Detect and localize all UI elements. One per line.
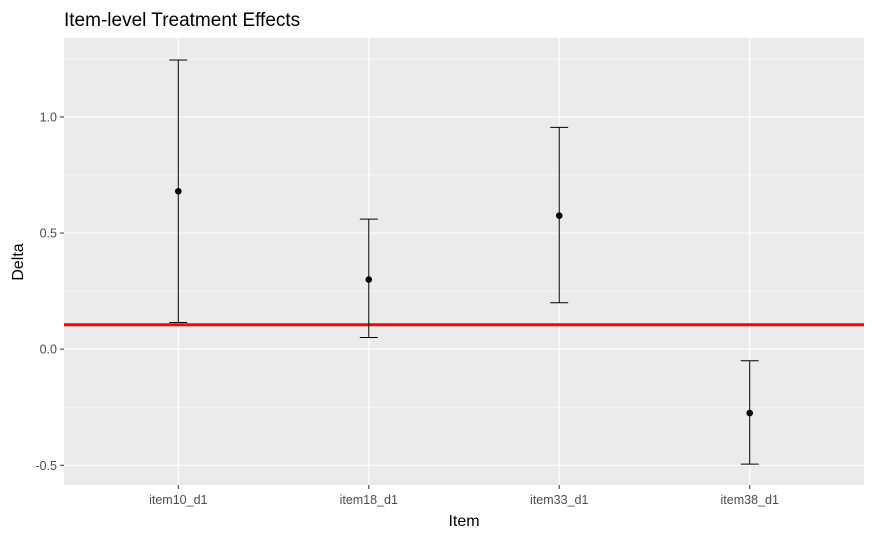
y-axis-title: Delta xyxy=(10,243,27,280)
data-point xyxy=(174,187,182,195)
y-tick-label: 1.0 xyxy=(40,110,57,124)
y-tick-label: -0.5 xyxy=(35,459,57,473)
data-point xyxy=(746,409,754,417)
x-axis-title: Item xyxy=(448,513,479,530)
x-tick-label: item10_d1 xyxy=(149,493,207,507)
y-tick-label: 0.0 xyxy=(40,343,57,357)
x-tick-label: item18_d1 xyxy=(340,493,398,507)
chart-title: Item-level Treatment Effects xyxy=(64,10,300,31)
x-tick-label: item38_d1 xyxy=(721,493,779,507)
plot-panel xyxy=(64,38,864,485)
data-point xyxy=(365,276,373,283)
y-tick-label: 0.5 xyxy=(40,227,57,241)
x-tick-label: item33_d1 xyxy=(530,493,588,507)
data-point xyxy=(555,212,563,219)
